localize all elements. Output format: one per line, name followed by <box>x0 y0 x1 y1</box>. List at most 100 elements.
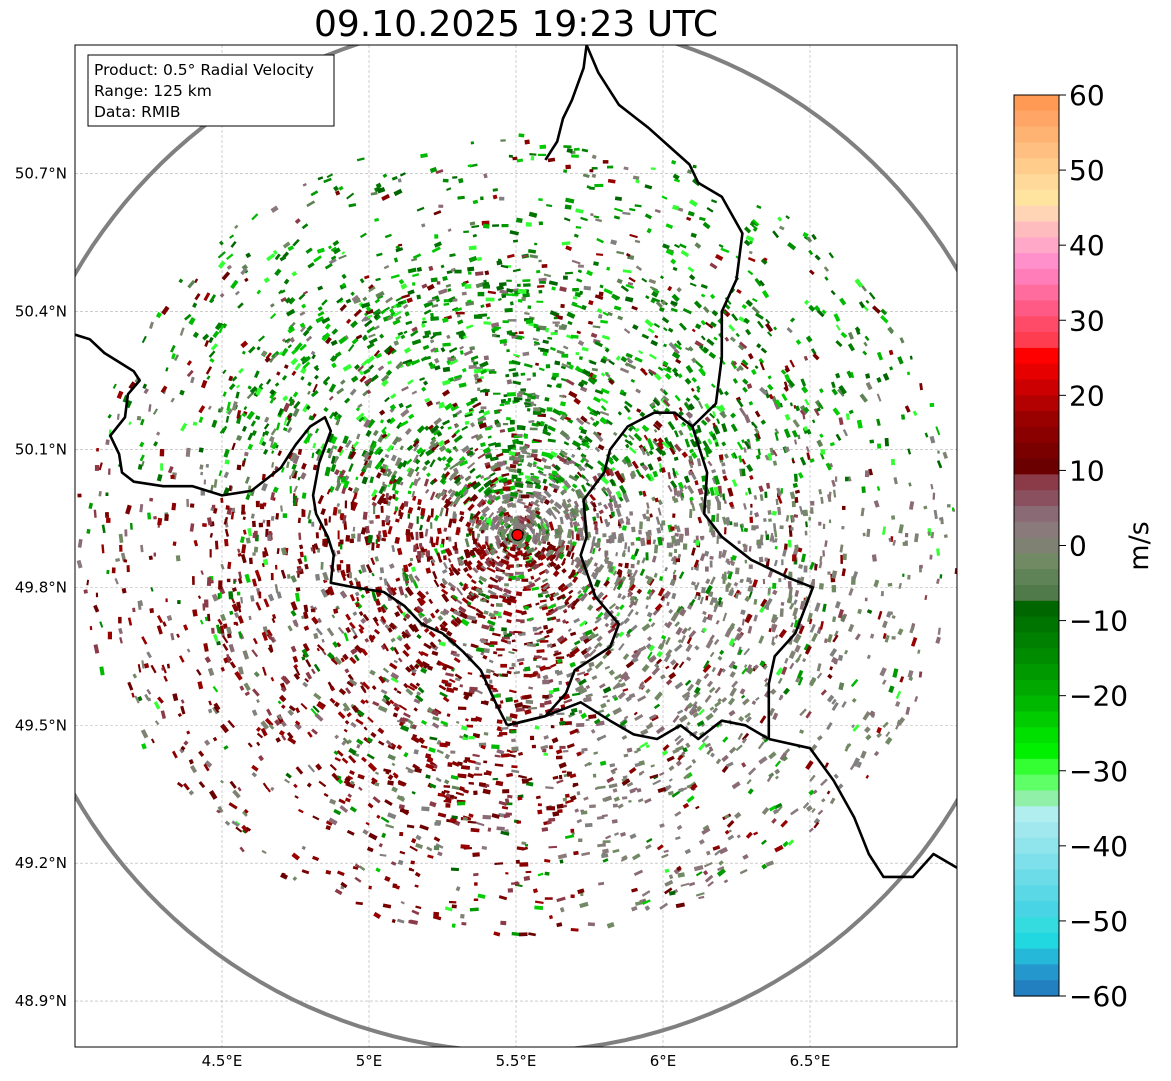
colorbar-band <box>1014 411 1059 428</box>
colorbar-tick-label: −40 <box>1069 830 1128 863</box>
colorbar-tick-label: 60 <box>1069 79 1105 112</box>
colorbar-band <box>1014 174 1059 191</box>
colorbar-band <box>1014 521 1059 539</box>
y-tick-label: 49.2°N <box>15 854 67 872</box>
colorbar-band <box>1014 632 1059 649</box>
colorbar-band <box>1014 110 1059 128</box>
colorbar-tick-label: −60 <box>1069 980 1128 1013</box>
x-axis-ticks: 4.5°E 5°E 5.5°E 6°E 6.5°E <box>202 1052 831 1070</box>
colorbar-band <box>1014 569 1059 586</box>
colorbar-band <box>1014 237 1059 254</box>
colorbar: 60 50 40 30 20 10 0 −10 −20 −30 −40 −50 −60 m/s <box>1013 79 1155 1013</box>
colorbar-band <box>1014 885 1059 902</box>
y-tick-label: 49.8°N <box>15 578 67 596</box>
colorbar-band <box>1014 253 1059 270</box>
velocity-echoes <box>76 133 957 937</box>
colorbar-band <box>1014 300 1059 317</box>
colorbar-tick-label: −10 <box>1069 605 1128 638</box>
colorbar-band <box>1014 505 1059 523</box>
colorbar-band <box>1014 95 1059 112</box>
chart-title: 09.10.2025 19:23 UTC <box>313 4 719 45</box>
radar-site-marker <box>511 528 524 542</box>
border-belgium_germany <box>585 45 744 428</box>
colorbar-band <box>1014 648 1059 665</box>
colorbar-band <box>1014 442 1059 460</box>
colorbar-band <box>1014 585 1059 602</box>
colorbar-label: m/s <box>1124 521 1155 570</box>
colorbar-band <box>1014 695 1059 713</box>
info-product: Product: 0.5° Radial Velocity <box>94 61 314 79</box>
colorbar-band <box>1014 189 1059 207</box>
y-tick-label: 50.1°N <box>15 440 67 458</box>
colorbar-band <box>1014 537 1059 555</box>
info-box: Product: 0.5° Radial Velocity Range: 125… <box>87 54 335 127</box>
colorbar-band <box>1014 458 1059 475</box>
colorbar-band <box>1014 616 1059 634</box>
colorbar-band <box>1014 474 1059 491</box>
colorbar-tick-label: 30 <box>1069 304 1105 337</box>
colorbar-band <box>1014 837 1059 855</box>
border-france_belgium <box>75 333 509 726</box>
colorbar-band <box>1014 853 1059 871</box>
x-tick-label: 6°E <box>650 1052 677 1070</box>
colorbar-band <box>1014 774 1059 792</box>
border-france_germany <box>768 737 957 879</box>
colorbar-band <box>1014 901 1059 918</box>
colorbar-tick-label: 10 <box>1069 454 1105 487</box>
colorbar-tick-label: −50 <box>1069 905 1128 938</box>
y-tick-label: 50.7°N <box>15 165 67 183</box>
y-tick-label: 48.9°N <box>15 992 67 1010</box>
colorbar-band <box>1014 679 1059 697</box>
colorbar-band <box>1014 126 1059 144</box>
colorbar-band <box>1014 758 1059 776</box>
range-ring <box>75 45 957 1047</box>
colorbar-band <box>1014 347 1059 365</box>
colorbar-band <box>1014 268 1059 286</box>
colorbar-band <box>1014 600 1059 618</box>
x-tick-label: 5.5°E <box>496 1052 537 1070</box>
colorbar-tick-label: 0 <box>1069 530 1087 563</box>
colorbar-band <box>1014 221 1059 238</box>
colorbar-band <box>1014 932 1059 950</box>
x-tick-label: 4.5°E <box>202 1052 243 1070</box>
y-tick-label: 49.5°N <box>15 716 67 734</box>
colorbar-band <box>1014 711 1059 728</box>
country-borders <box>75 45 957 879</box>
info-range: Range: 125 km <box>94 82 212 100</box>
colorbar-band <box>1014 553 1059 570</box>
border-belgium_luxembourg <box>506 411 694 727</box>
border-luxembourg_germany <box>691 426 815 739</box>
colorbar-band <box>1014 948 1059 965</box>
colorbar-band <box>1014 806 1059 823</box>
colorbar-band <box>1014 664 1059 681</box>
y-tick-label: 50.4°N <box>15 303 67 321</box>
colorbar-tick-label: 20 <box>1069 379 1105 412</box>
colorbar-band <box>1014 980 1059 997</box>
border-luxembourg_france <box>506 700 770 741</box>
colorbar-band <box>1014 727 1059 744</box>
x-tick-label: 6.5°E <box>790 1052 831 1070</box>
colorbar-band <box>1014 790 1059 807</box>
colorbar-band <box>1014 332 1059 349</box>
colorbar-band <box>1014 205 1059 223</box>
colorbar-band <box>1014 916 1059 934</box>
colorbar-band <box>1014 426 1059 444</box>
colorbar-band <box>1014 395 1059 412</box>
border-netherlands_belgium <box>544 45 588 161</box>
info-data: Data: RMIB <box>94 103 181 121</box>
colorbar-band <box>1014 743 1059 760</box>
colorbar-band <box>1014 822 1059 839</box>
colorbar-band <box>1014 379 1059 396</box>
colorbar-tick-label: 40 <box>1069 229 1105 262</box>
colorbar-band <box>1014 158 1059 175</box>
colorbar-tick-label: −20 <box>1069 680 1128 713</box>
colorbar-band <box>1014 869 1059 886</box>
colorbar-band <box>1014 363 1059 381</box>
colorbar-band <box>1014 490 1059 507</box>
x-tick-label: 5°E <box>356 1052 383 1070</box>
map-frame <box>74 44 958 1048</box>
colorbar-tick-label: 50 <box>1069 154 1105 187</box>
colorbar-tick-label: −30 <box>1069 755 1128 788</box>
colorbar-band <box>1014 964 1059 981</box>
